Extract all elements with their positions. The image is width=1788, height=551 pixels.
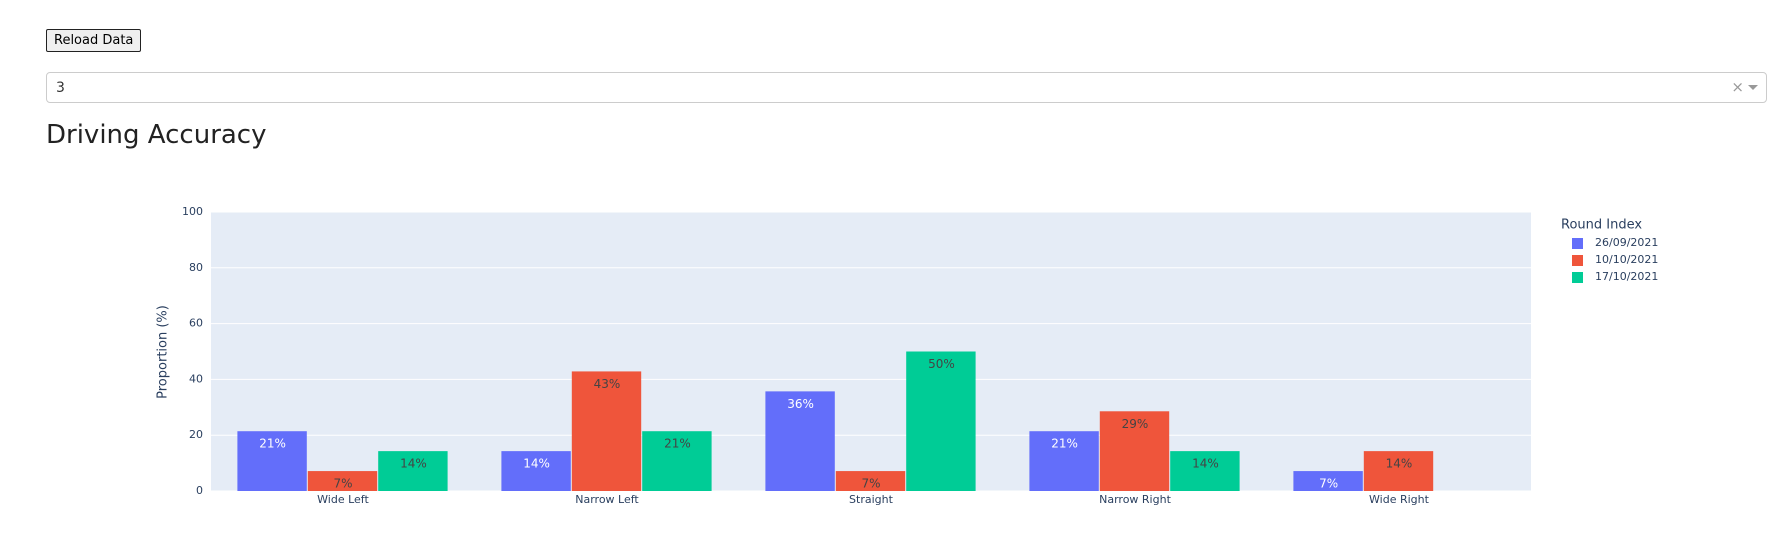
dropdown-arrow[interactable] — [1748, 85, 1758, 90]
bar — [1293, 471, 1363, 491]
value-label: 14% — [523, 457, 550, 471]
reload-button[interactable]: Reload Data — [46, 29, 142, 52]
legend-label: 17/10/2021 — [1595, 270, 1658, 283]
value-label: 43% — [594, 377, 621, 391]
value-label: 14% — [1192, 457, 1219, 471]
x-tick-label: Narrow Left — [575, 493, 639, 506]
legend-title: Round Index — [1561, 218, 1642, 233]
bar — [378, 451, 448, 491]
bar — [1029, 431, 1099, 491]
x-tick-label: Narrow Right — [1099, 493, 1171, 506]
plot-background — [211, 212, 1531, 491]
bar — [1363, 451, 1434, 491]
value-label: 21% — [664, 437, 691, 451]
value-label: 36% — [787, 397, 814, 411]
legend-label: 10/10/2021 — [1595, 253, 1658, 266]
value-label: 7% — [861, 477, 880, 491]
value-label: 21% — [259, 437, 286, 451]
value-label: 7% — [1319, 477, 1338, 491]
y-axis-title: Proportion (%) — [156, 305, 171, 399]
bar — [571, 371, 642, 491]
bar — [765, 391, 835, 491]
round-dropdown[interactable]: 3 × — [46, 72, 1767, 103]
y-tick-label: 100 — [182, 205, 203, 218]
x-tick-label: Wide Left — [317, 493, 369, 506]
y-tick-label: 80 — [189, 261, 203, 274]
value-label: 50% — [928, 357, 955, 371]
y-tick-label: 20 — [189, 428, 203, 441]
bar — [642, 431, 712, 491]
y-tick-label: 40 — [189, 372, 203, 385]
legend-swatch — [1572, 255, 1583, 266]
bar — [835, 471, 906, 491]
bar — [237, 431, 307, 491]
value-label: 29% — [1122, 417, 1149, 431]
legend-swatch — [1572, 272, 1583, 283]
x-tick-label: Wide Right — [1369, 493, 1430, 506]
bar — [1170, 451, 1240, 491]
x-tick-label: Straight — [849, 493, 894, 506]
value-label: 21% — [1051, 437, 1078, 451]
legend-label: 26/09/2021 — [1595, 236, 1658, 249]
bar — [906, 351, 976, 491]
y-tick-label: 60 — [189, 317, 203, 330]
bar — [1099, 411, 1170, 491]
value-label: 14% — [400, 457, 427, 471]
bar — [501, 451, 571, 491]
legend-swatch — [1572, 238, 1583, 249]
value-label: 7% — [333, 477, 352, 491]
bar — [307, 471, 378, 491]
y-tick-label: 0 — [196, 484, 203, 497]
clear-icon[interactable]: × — [1731, 78, 1744, 96]
heading: Driving Accuracy — [46, 120, 267, 150]
value-label: 14% — [1386, 457, 1413, 471]
dropdown-value: 3 — [56, 80, 65, 96]
